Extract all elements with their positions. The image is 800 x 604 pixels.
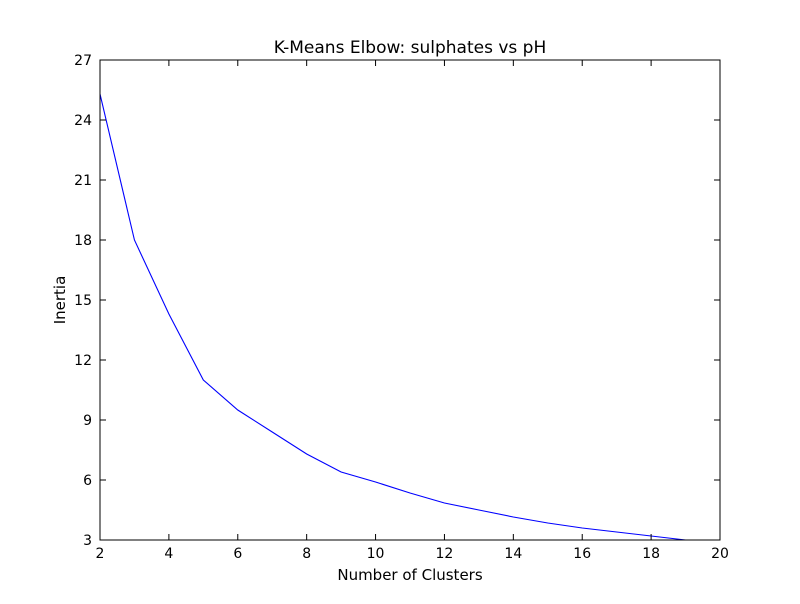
- x-tick-label: 2: [96, 546, 105, 562]
- y-tick-label: 6: [83, 473, 92, 489]
- chart-title: K-Means Elbow: sulphates vs pH: [274, 38, 546, 58]
- x-tick-label: 14: [504, 546, 522, 562]
- y-tick-label: 15: [74, 293, 92, 309]
- inertia-series-line: [99, 93, 686, 541]
- y-tick-label: 24: [74, 113, 92, 129]
- x-tick-label: 8: [302, 546, 311, 562]
- x-axis-label: Number of Clusters: [337, 566, 482, 584]
- x-tick-label: 18: [642, 546, 660, 562]
- x-tick-label: 16: [573, 546, 591, 562]
- y-tick-label: 3: [83, 533, 92, 549]
- x-tick-label: 10: [367, 546, 385, 562]
- plot-frame: [99, 59, 721, 541]
- x-tick-label: 4: [164, 546, 173, 562]
- x-tick-label: 20: [711, 546, 729, 562]
- y-axis-label: Inertia: [51, 276, 69, 325]
- y-tick-label: 18: [74, 233, 92, 249]
- y-tick-label: 21: [74, 173, 92, 189]
- x-tick-label: 12: [436, 546, 454, 562]
- x-tick-label: 6: [233, 546, 242, 562]
- y-tick-label: 27: [74, 53, 92, 69]
- y-tick-label: 12: [74, 353, 92, 369]
- y-tick-label: 9: [83, 413, 92, 429]
